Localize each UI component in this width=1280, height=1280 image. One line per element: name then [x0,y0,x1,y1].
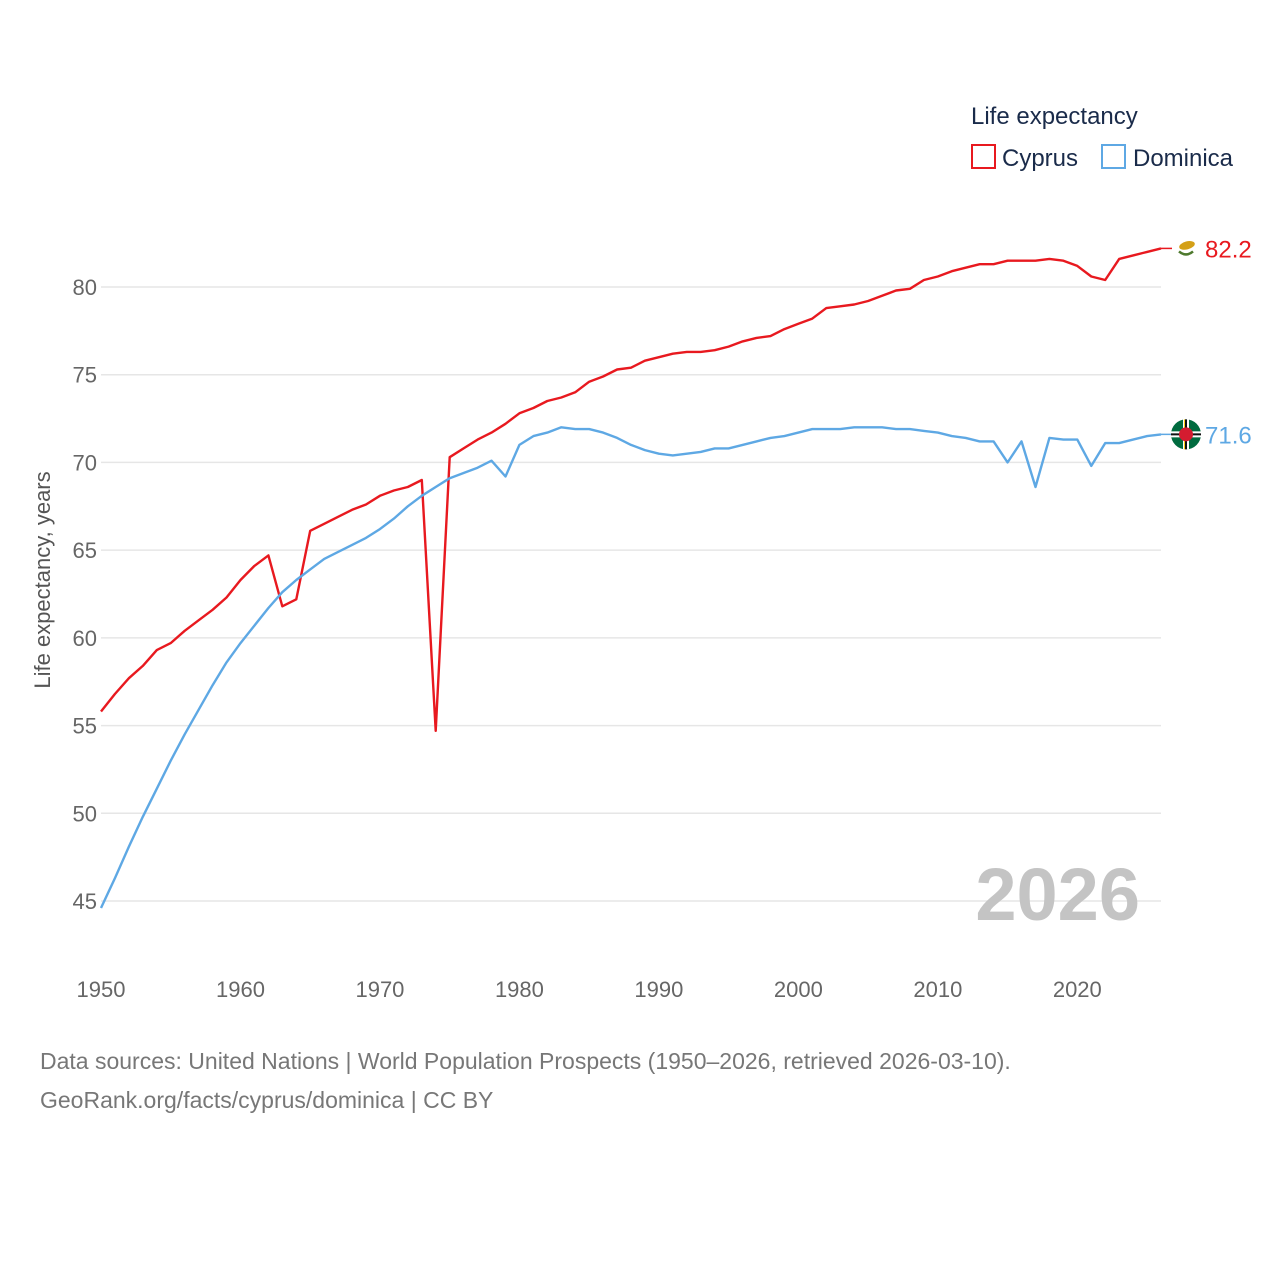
y-tick-label: 60 [73,626,97,651]
x-tick-label: 2020 [1053,977,1102,1002]
x-tick-label: 1960 [216,977,265,1002]
series-line-cyprus[interactable] [100,247,1162,732]
series-lines [99,247,1172,909]
y-tick-label: 65 [73,538,97,563]
legend-swatch-dominica[interactable] [1101,144,1126,169]
legend-label-cyprus[interactable]: Cyprus [1002,145,1078,172]
y-axis-title: Life expectancy, years [30,471,55,688]
y-tick-label: 75 [73,363,97,388]
dominica-flag-icon [1171,419,1201,450]
data-source-note: Data sources: United Nations | World Pop… [40,1042,1240,1120]
x-axis-ticks: 1950 1960 1970 1980 1990 2000 2010 2020 [77,977,1102,1002]
series-line-dominica[interactable] [99,426,1162,909]
legend: Life expectancy Cyprus Dominica [971,103,1234,172]
y-tick-label: 80 [73,275,97,300]
legend-swatch-cyprus[interactable] [971,144,996,169]
y-tick-label: 70 [73,450,97,475]
legend-label-dominica[interactable]: Dominica [1133,145,1234,172]
x-tick-label: 1970 [355,977,404,1002]
end-label-dominica: 71.6 [1205,422,1252,449]
source-line-2: GeoRank.org/facts/cyprus/dominica | CC B… [40,1087,494,1113]
y-tick-label: 45 [73,889,97,914]
legend-title: Life expectancy [971,103,1138,130]
current-year-label: 2026 [975,853,1140,936]
x-tick-label: 2010 [913,977,962,1002]
y-tick-label: 55 [73,714,97,739]
end-label-cyprus: 82.2 [1205,236,1252,263]
x-tick-label: 1980 [495,977,544,1002]
x-tick-label: 1990 [634,977,683,1002]
x-tick-label: 2000 [774,977,823,1002]
cyprus-flag-icon [1173,235,1199,262]
x-tick-label: 1950 [77,977,126,1002]
y-axis-ticks: 45 50 55 60 65 70 75 80 [73,275,97,914]
source-line-1: Data sources: United Nations | World Pop… [40,1048,1011,1074]
end-flags [1171,235,1201,450]
gridlines [101,286,1161,902]
y-tick-label: 50 [73,801,97,826]
